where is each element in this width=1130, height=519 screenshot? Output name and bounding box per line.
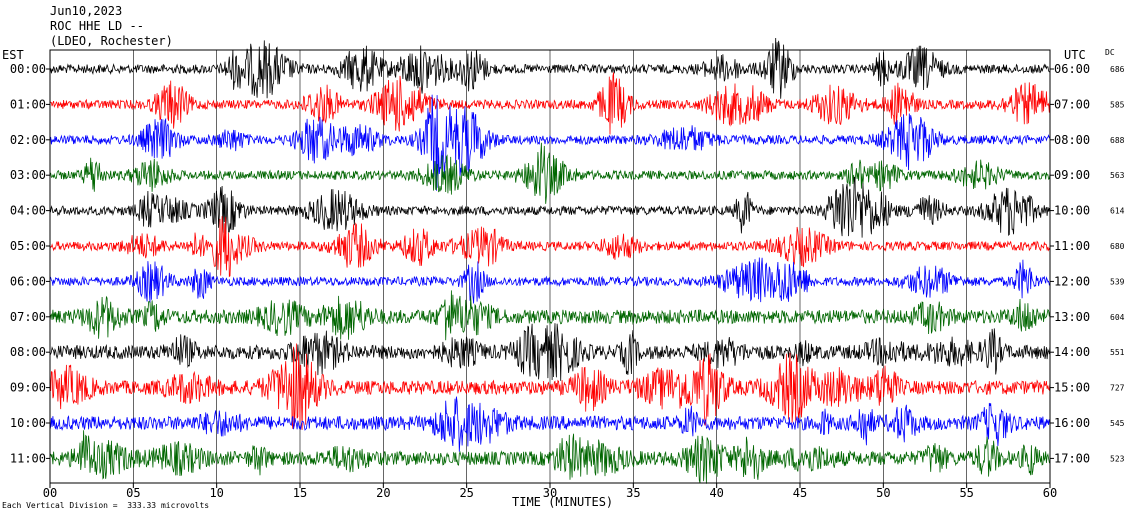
dc-offset-value: 545 — [1110, 419, 1125, 428]
x-tick-label: 25 — [459, 486, 473, 500]
dc-offset-value: 680 — [1110, 242, 1125, 251]
dc-offset-value: 523 — [1110, 454, 1125, 463]
utc-row-label: 15:00 — [1054, 381, 1090, 395]
chart-date: Jun10,2023 — [50, 4, 123, 18]
utc-row-label: 16:00 — [1054, 416, 1090, 430]
right-axis-title: UTC — [1064, 48, 1086, 62]
trace-0200 — [49, 94, 1051, 191]
x-tick-label: 10 — [209, 486, 223, 500]
trace-0100 — [49, 72, 1051, 135]
trace-0500 — [49, 216, 1051, 278]
trace-0800 — [49, 323, 1051, 381]
plot-border — [49, 49, 1051, 484]
utc-row-label: 10:00 — [1054, 204, 1090, 218]
est-row-label: 01:00 — [10, 97, 46, 111]
utc-row-label: 17:00 — [1054, 451, 1090, 465]
x-tick-label: 45 — [793, 486, 807, 500]
utc-row-label: 14:00 — [1054, 345, 1090, 359]
trace-0000 — [49, 37, 1050, 99]
x-tick-label: 40 — [709, 486, 723, 500]
est-row-label: 05:00 — [10, 239, 46, 253]
station-code: ROC HHE LD -- — [50, 19, 144, 33]
trace-0700 — [49, 290, 1051, 341]
dc-offset-value: 686 — [1110, 65, 1125, 74]
utc-row-label: 09:00 — [1054, 168, 1090, 182]
dc-offset-value: 551 — [1110, 348, 1125, 357]
x-tick-label: 50 — [876, 486, 890, 500]
network-name: (LDEO, Rochester) — [50, 34, 173, 48]
est-row-label: 11:00 — [10, 451, 46, 465]
x-tick-label: 60 — [1043, 486, 1057, 500]
x-axis-label: TIME (MINUTES) — [512, 495, 614, 509]
est-row-label: 09:00 — [10, 381, 46, 395]
est-row-label: 07:00 — [10, 310, 46, 324]
utc-row-label: 08:00 — [1054, 133, 1090, 147]
x-tick-label: 20 — [376, 486, 390, 500]
utc-row-label: 13:00 — [1054, 310, 1090, 324]
dc-column-title: DC — [1105, 48, 1115, 57]
trace-0300 — [49, 142, 1051, 204]
dc-offset-value: 539 — [1110, 277, 1125, 286]
dc-offset-value: 688 — [1110, 136, 1125, 145]
dc-offset-value: 727 — [1110, 384, 1125, 393]
utc-row-label: 06:00 — [1054, 62, 1090, 76]
dc-offset-value: 585 — [1110, 100, 1125, 109]
x-tick-label: 30 — [543, 486, 557, 500]
x-tick-label: 00 — [43, 486, 57, 500]
dc-offset-value: 614 — [1110, 207, 1125, 216]
est-row-label: 03:00 — [10, 168, 46, 182]
dc-offset-value: 604 — [1110, 313, 1125, 322]
dc-offset-value: 563 — [1110, 171, 1125, 180]
est-row-label: 10:00 — [10, 416, 46, 430]
est-row-label: 04:00 — [10, 204, 46, 218]
axis-labels: 00 05 10 15 20 25 30 35 40 45 50 55 60 00:00 06:00 686 0… — [10, 62, 1125, 500]
x-tick-label: 35 — [626, 486, 640, 500]
x-tick-label: 55 — [959, 486, 973, 500]
scale-footnote: Each Vertical Division = 333.33 microvol… — [2, 501, 210, 510]
trace-0900 — [49, 343, 1051, 430]
trace-group — [49, 37, 1051, 484]
trace-0400 — [49, 176, 1051, 238]
trace-0600 — [49, 257, 1051, 304]
est-row-label: 02:00 — [10, 133, 46, 147]
trace-1100 — [49, 430, 1051, 484]
est-row-label: 08:00 — [10, 345, 46, 359]
trace-1000 — [49, 396, 1051, 452]
est-row-label: 00:00 — [10, 62, 46, 76]
x-tick-label: 05 — [126, 486, 140, 500]
plot-frame — [49, 49, 1051, 484]
left-axis-title: EST — [2, 48, 24, 62]
utc-row-label: 12:00 — [1054, 274, 1090, 288]
x-tick-label: 15 — [293, 486, 307, 500]
est-row-label: 06:00 — [10, 274, 46, 288]
utc-row-label: 11:00 — [1054, 239, 1090, 253]
grid-lines — [46, 50, 1054, 488]
utc-row-label: 07:00 — [1054, 97, 1090, 111]
